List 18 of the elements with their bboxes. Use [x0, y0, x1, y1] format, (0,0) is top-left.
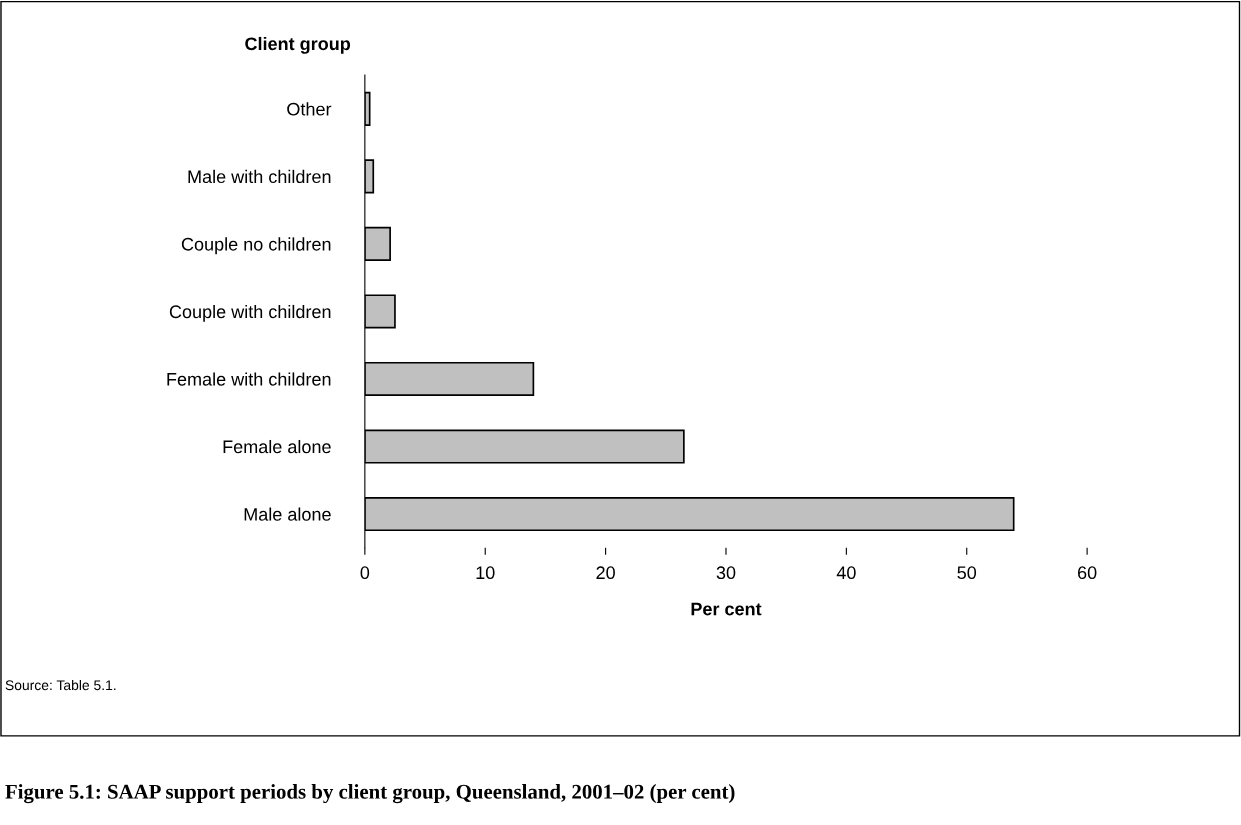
text: Figure 5.1: SAAP support periods by client group, Queensland, 2001–02 (per cent)	[5, 784, 735, 804]
y-tick-label: Female alone	[223, 439, 331, 454]
y-tick-label: Other	[287, 102, 332, 116]
y-tick-label: Female with children	[167, 372, 331, 386]
y-tick-label: Couple no children	[181, 237, 331, 255]
x-tick-label: 20	[596, 566, 615, 580]
y-tick-label: Couple with children	[169, 304, 331, 322]
x-tick-label: 0	[360, 566, 370, 580]
x-tick-label: 10	[476, 566, 495, 580]
x-tick-label: 60	[1077, 566, 1097, 580]
y-tick-label: Male alone	[244, 507, 331, 521]
x-tick-label: 50	[957, 566, 977, 580]
x-tick-label: 30	[716, 566, 736, 580]
x-tick-label: 40	[836, 566, 856, 580]
x-axis-title: Per cent	[691, 602, 762, 616]
source-note: Source: Table 5.1.	[5, 679, 116, 691]
y-tick-label: Male with children	[188, 169, 331, 184]
y-axis-title: Client group	[245, 36, 351, 54]
